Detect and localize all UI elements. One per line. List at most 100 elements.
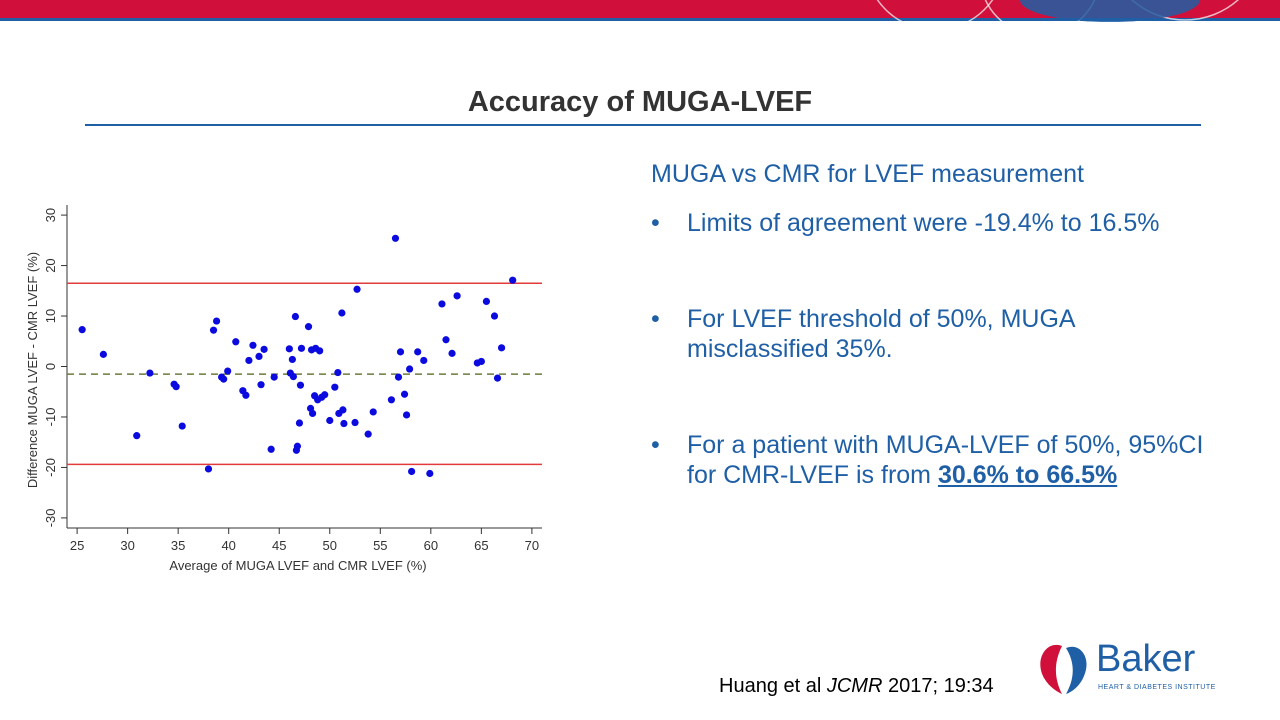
data-point [482,297,491,305]
data-point [339,406,347,414]
data-point [146,369,154,377]
data-point [78,326,86,334]
data-point [224,367,232,375]
data-point [172,383,180,391]
data-point [209,326,218,334]
banner-blue-shape [1020,0,1200,22]
bullet-text: Limits of agreement were -19.4% to 16.5% [687,209,1160,237]
data-point [270,373,278,381]
data-point [232,338,240,346]
data-point [396,348,405,356]
findings-panel: MUGA vs CMR for LVEF measurement • Limit… [651,158,1251,489]
bland-altman-chart: 25 30 35 40 45 50 55 60 65 70 -30 -20 -10 0 10 20 30 Av… [25,205,542,573]
data-point [426,469,434,478]
data-point [438,300,446,308]
x-tick-label: 50 [323,538,337,553]
data-point [304,323,313,331]
data-point [245,356,253,365]
data-point [133,432,141,440]
logo-name: Baker [1096,638,1196,680]
data-point [296,381,305,389]
data-point [297,344,306,352]
x-tick-label: 25 [70,538,84,553]
data-point [220,375,228,383]
y-tick-label: -10 [43,408,58,427]
y-tick-label: 10 [43,309,58,323]
data-point [414,348,422,356]
bullet-dot-icon: • [651,209,660,237]
data-point [400,390,409,398]
data-point [340,419,348,428]
banner-blue-rule [0,18,1280,21]
citation-ref: 2017; 19:34 [882,675,994,697]
x-tick-label: 65 [474,538,488,553]
bullet-text: For a patient with MUGA-LVEF of 50%, 95%… [687,430,1207,490]
x-tick-label: 70 [525,538,539,553]
data-point [338,309,346,317]
x-axis-label: Average of MUGA LVEF and CMR LVEF (%) [169,558,426,573]
logo-tagline: HEART & DIABETES INSTITUTE [1098,684,1216,691]
data-point [308,409,317,418]
heart-logo-icon [1040,644,1087,694]
data-point [289,372,297,381]
bullet-text-main: For a patient with MUGA-LVEF of 50%, 95%… [687,431,1204,489]
y-tick-label: -30 [43,509,58,528]
plot-area [66,205,542,529]
data-point [260,345,268,353]
y-tick-label: 20 [43,258,58,272]
data-point [364,430,372,438]
bullet-dot-icon: • [651,431,660,459]
data-point [295,419,304,427]
data-point [178,422,186,430]
data-point [288,355,296,364]
data-point [394,373,403,381]
data-points [78,234,517,478]
data-point [257,381,265,389]
data-point [391,234,400,242]
y-tick-label: -20 [43,458,58,477]
data-point [351,418,359,427]
data-point [490,312,499,320]
data-point [99,350,107,358]
data-point [212,317,221,325]
data-point [369,408,377,416]
banner-red-band [0,0,1280,18]
data-point [326,416,334,425]
data-point [453,292,461,300]
top-banner [0,0,1280,24]
slide-title: Accuracy of MUGA-LVEF [467,86,813,118]
data-point [331,383,339,391]
data-point [509,276,517,284]
x-tick-label: 35 [171,538,185,553]
data-point [316,347,324,355]
data-point [293,442,302,450]
data-point [267,445,275,453]
reference-lines [67,282,542,466]
data-point [291,312,300,321]
y-tick-label: 30 [43,208,58,222]
banner-graphic [0,0,1280,24]
data-point [497,344,506,352]
data-point [448,349,456,357]
citation-authors: Huang et al [719,675,827,697]
citation: Huang et al JCMR 2017; 19:34 [719,675,994,698]
bullet-dot-icon: • [651,305,660,333]
data-point [353,285,361,293]
data-point [420,356,428,365]
banner-circle-outline [1130,0,1240,21]
data-point [204,465,213,473]
y-axis-label: Difference MUGA LVEF - CMR LVEF (%) [25,252,40,488]
panel-heading: MUGA vs CMR for LVEF measurement [651,160,1084,188]
data-point [285,345,293,353]
data-point [493,374,502,382]
data-point [249,341,257,349]
y-tick-label: 0 [43,363,58,370]
x-tick-label: 60 [424,538,438,553]
baker-logo: Baker HEART & DIABETES INSTITUTE [1036,638,1215,696]
x-tick-label: 30 [120,538,134,553]
data-point [255,352,263,361]
x-tick-label: 40 [221,538,235,553]
data-point [442,336,450,344]
title-underline [85,124,1201,126]
data-point [321,391,329,399]
